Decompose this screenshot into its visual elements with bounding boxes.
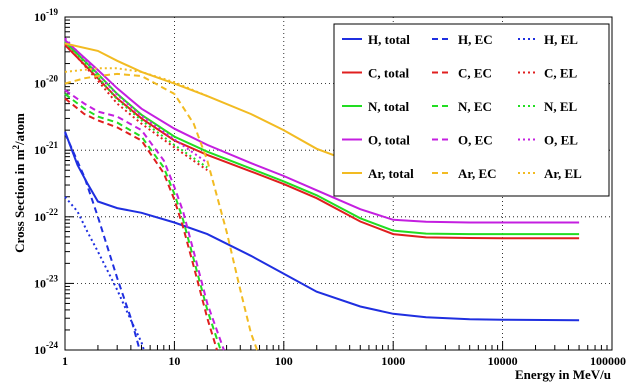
series-lines <box>64 37 580 351</box>
series-line-h-total <box>64 131 580 322</box>
legend-label-ar-ec: Ar, EC <box>458 166 497 181</box>
x-tick-label: 10 <box>168 354 180 368</box>
legend-label-c-el: C, EL <box>544 66 578 81</box>
series-line-c-total <box>64 44 580 240</box>
x-tick-label: 1000 <box>381 354 405 368</box>
legend-label-c-total: C, total <box>368 66 410 81</box>
minor-ticks <box>64 19 608 351</box>
x-tick-label: 100000 <box>590 354 626 368</box>
legend-label-n-total: N, total <box>368 99 410 114</box>
y-axis-label-main: Cross Section in m <box>12 149 27 253</box>
legend-label-n-ec: N, EC <box>458 99 492 114</box>
y-tick-label: 10-21 <box>34 140 58 157</box>
plot-frame <box>64 16 613 351</box>
y-axis-label-sup: 2 <box>11 144 21 149</box>
series-line-o-total <box>64 39 580 224</box>
x-tick-label: 1 <box>62 354 68 368</box>
legend-label-h-ec: H, EC <box>458 32 493 47</box>
x-tick-label: 100 <box>275 354 293 368</box>
y-axis-label-tail: /atom <box>12 113 27 146</box>
legend: H, total H, EC H, EL C, total C, EC C, EL N, t… <box>333 23 610 197</box>
x-tick-labels: 1 10 100 1000 10000 100000 <box>62 354 626 368</box>
legend-label-c-ec: C, EC <box>458 66 492 81</box>
legend-label-o-el: O, EL <box>544 133 578 148</box>
series-line-n-el <box>64 40 208 169</box>
y-tick-label: 10-20 <box>34 74 58 91</box>
y-tick-label: 10-19 <box>34 7 58 24</box>
legend-box <box>333 23 610 197</box>
legend-label-n-el: N, EL <box>544 99 578 114</box>
y-tick-label: 10-22 <box>34 207 58 224</box>
legend-items: H, total H, EC H, EL C, total C, EC C, EL N, t… <box>342 32 582 181</box>
legend-label-ar-total: Ar, total <box>368 166 414 181</box>
series-line-ar-ec <box>64 72 259 351</box>
series-line-o-ec <box>64 89 225 351</box>
y-tick-label: 10-24 <box>34 340 58 357</box>
series-line-n-ec <box>64 93 222 351</box>
y-tick-label: 10-23 <box>34 273 58 290</box>
legend-label-h-total: H, total <box>368 32 410 47</box>
legend-label-o-ec: O, EC <box>458 133 493 148</box>
series-line-c-ec <box>64 97 218 351</box>
x-axis-label: Energy in MeV/u <box>515 367 611 382</box>
legend-label-o-total: O, total <box>368 133 410 148</box>
series-line-o-el <box>64 37 208 164</box>
legend-label-ar-el: Ar, EL <box>544 166 582 181</box>
series-line-ar-el <box>64 67 208 98</box>
x-tick-label: 10000 <box>488 354 518 368</box>
series-line-h-ec <box>64 132 141 351</box>
legend-label-h-el: H, EL <box>544 32 578 47</box>
series-line-c-el <box>64 42 208 172</box>
series-line-h-el <box>64 196 145 351</box>
y-axis-label: Cross Section in m2/atom <box>11 113 27 253</box>
series-line-n-total <box>64 41 580 236</box>
y-tick-labels: 10-24 10-23 10-22 10-21 10-20 10-19 <box>34 7 58 357</box>
